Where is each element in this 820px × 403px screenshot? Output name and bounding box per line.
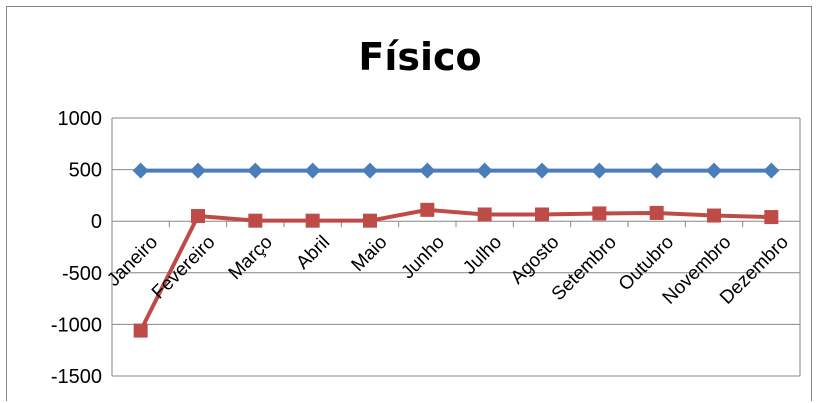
series-2-point xyxy=(248,213,263,228)
x-tick-label: Abril xyxy=(292,232,334,274)
series-1-point xyxy=(362,162,378,179)
series-1-point xyxy=(132,162,149,179)
series-1-point xyxy=(591,162,608,179)
series-1-point xyxy=(534,162,550,179)
x-axis xyxy=(111,118,801,376)
chart-title: Físico xyxy=(358,35,481,79)
y-tick-label: -1500 xyxy=(51,366,102,388)
series-1-point xyxy=(247,162,264,179)
series-1-point xyxy=(648,162,665,179)
series-2-point xyxy=(535,207,549,222)
series-2-point xyxy=(363,213,377,228)
series-1-point xyxy=(419,162,436,179)
series-2-line xyxy=(138,207,772,332)
y-tick-label: 1000 xyxy=(58,108,103,130)
series-1-point xyxy=(763,162,780,179)
series-1-point xyxy=(304,162,321,179)
y-axis-ticks: 1000 500 0 -500 -1000 -1500 xyxy=(51,108,102,388)
series-2-point xyxy=(191,209,205,224)
series-1-point xyxy=(706,162,722,179)
x-tick-label: Agosto xyxy=(507,232,564,289)
series-2-point xyxy=(133,323,148,338)
series-2-point xyxy=(420,202,435,217)
x-tick-label: Junho xyxy=(397,232,448,283)
x-tick-label: Março xyxy=(225,232,277,284)
x-tick-label: Julho xyxy=(459,232,506,279)
series-2-point xyxy=(592,206,607,221)
series-1-point xyxy=(476,162,493,179)
series-group xyxy=(132,162,780,338)
series-2-point xyxy=(707,208,721,223)
y-tick-label: -1000 xyxy=(51,314,102,336)
series-2-point xyxy=(764,210,779,225)
series-1-point xyxy=(190,162,206,179)
x-tick-label: Maio xyxy=(348,232,392,276)
series-2-point xyxy=(477,207,492,222)
y-tick-label: 0 xyxy=(91,211,102,233)
y-tick-label: -500 xyxy=(62,263,102,285)
y-tick-label: 500 xyxy=(69,160,102,182)
series-2-point xyxy=(305,213,320,228)
series-2-point xyxy=(649,205,664,220)
